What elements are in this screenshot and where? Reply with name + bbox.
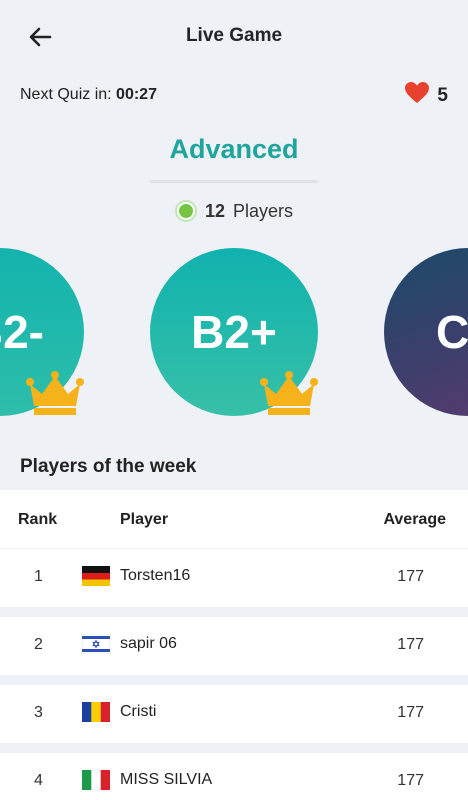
level-circle-label: B2+ xyxy=(191,306,277,358)
players-label: Players xyxy=(233,200,294,221)
next-quiz-label: Next Quiz in: xyxy=(20,86,112,103)
level-circle-b2-plus[interactable]: B2+ xyxy=(150,248,318,416)
online-status-icon xyxy=(174,200,197,222)
column-average: Average xyxy=(383,511,446,528)
players-count: 12 xyxy=(204,200,225,221)
lives-counter: 5 xyxy=(405,82,448,109)
column-rank: Rank xyxy=(18,511,58,528)
row-rank: 2 xyxy=(34,636,43,653)
row-average: 177 xyxy=(397,636,424,653)
level-circle-c1[interactable]: C1 xyxy=(384,248,468,416)
crown-icon xyxy=(260,371,318,415)
row-average: 177 xyxy=(397,772,424,789)
row-player-name: Torsten16 xyxy=(120,567,191,584)
row-average: 177 xyxy=(397,704,424,721)
page-title: Live Game xyxy=(185,25,283,46)
row-player-name: Cristi xyxy=(120,703,157,720)
arrow-left-icon[interactable] xyxy=(26,22,56,52)
row-rank: 3 xyxy=(34,704,43,721)
romania-flag-icon xyxy=(82,702,110,722)
app-header: Live Game xyxy=(0,0,468,74)
italy-flag-icon xyxy=(82,770,110,790)
table-row[interactable]: 3 Cristi 177 xyxy=(0,685,468,743)
level-circle-label: C1 xyxy=(436,306,468,358)
israel-flag-icon xyxy=(82,634,110,654)
level-divider xyxy=(150,180,318,183)
level-circle-label: B2- xyxy=(0,306,44,358)
level-title: Advanced xyxy=(169,134,299,164)
row-rank: 1 xyxy=(34,568,43,585)
row-player-name: sapir 06 xyxy=(120,635,177,652)
table-row[interactable]: 2 sapir 06 177 xyxy=(0,617,468,675)
players-online: 12 Players xyxy=(0,200,468,222)
next-quiz-timer: Next Quiz in: 00:27 xyxy=(20,86,157,104)
lives-count: 5 xyxy=(437,84,448,106)
germany-flag-icon xyxy=(82,566,110,586)
heart-icon xyxy=(405,82,430,109)
column-player: Player xyxy=(120,511,169,528)
table-row[interactable]: 4 MISS SILVIA 177 xyxy=(0,753,468,800)
row-rank: 4 xyxy=(34,772,43,789)
crown-icon xyxy=(26,371,84,415)
next-quiz-time: 00:27 xyxy=(116,86,157,103)
table-header: Rank Player Average xyxy=(0,490,468,548)
table-row[interactable]: 1 Torsten16 177 xyxy=(0,549,468,607)
row-player-name: MISS SILVIA xyxy=(120,771,213,788)
row-average: 177 xyxy=(397,568,424,585)
section-title: Players of the week xyxy=(20,456,197,477)
